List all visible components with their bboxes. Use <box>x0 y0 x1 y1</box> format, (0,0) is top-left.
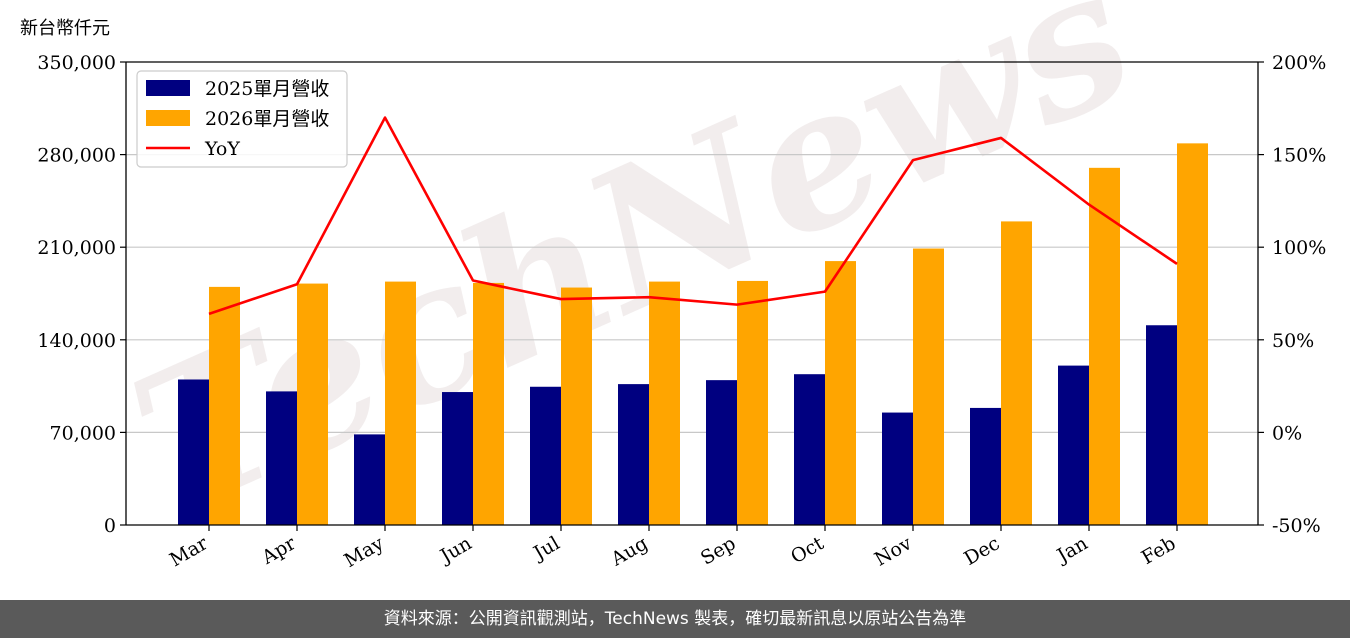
y-tick-label: 70,000 <box>50 422 116 444</box>
bar-2025-may <box>354 434 385 525</box>
bar-2026-may <box>385 281 416 525</box>
bar-2025-jun <box>442 392 473 525</box>
y2-tick-label: 50% <box>1272 330 1314 352</box>
bar-2025-apr <box>266 391 297 525</box>
bar-2025-feb <box>1146 325 1177 525</box>
axes: 0 70,000 140,000 210,000 280,000 350,000 -50% 0… <box>37 52 1326 572</box>
y-tick-label: 0 <box>104 515 116 537</box>
bar-2026-mar <box>209 286 240 525</box>
revenue-chart: TechNews 070,000140,000210,000280,000350… <box>37 0 1326 572</box>
y2-tick-label: 100% <box>1272 237 1326 259</box>
yoy-line-layer <box>208 116 1178 316</box>
bar-2026-aug <box>649 281 680 525</box>
y-tick-label: 140,000 <box>37 330 116 352</box>
legend-label: 2025單月營收 <box>205 78 329 100</box>
bar-2026-apr <box>297 283 328 525</box>
x-tick-label-apr: Apr <box>257 532 300 569</box>
bar-2025-mar <box>178 379 209 525</box>
bar-2026-jan <box>1089 167 1120 526</box>
legend: 2025單月營收 2026單月營收 YoY <box>136 70 348 168</box>
x-tick-label-aug: Aug <box>607 532 652 571</box>
bar-2026-feb <box>1177 143 1208 525</box>
y-axis-unit-label: 新台幣仟元 <box>20 18 110 39</box>
bar-2026-nov <box>913 248 944 525</box>
x-tick-label-sep: Sep <box>697 532 740 569</box>
bar-2025-nov <box>882 412 913 525</box>
source-footer: 資料來源：公開資訊觀測站，TechNews 製表，確切最新訊息以原站公告為準 <box>0 600 1350 638</box>
x-tick-label-oct: Oct <box>787 532 828 568</box>
legend-swatch <box>146 80 190 96</box>
bar-2026-dec <box>1001 221 1032 525</box>
bar-2026-sep <box>737 280 768 525</box>
x-tick-label-jul: Jul <box>528 532 563 565</box>
bar-2025-oct <box>794 374 825 525</box>
y2-tick-label: 200% <box>1272 52 1326 74</box>
x-tick-label-dec: Dec <box>960 532 1003 570</box>
bar-2025-jan <box>1058 365 1089 525</box>
x-tick-label-feb: Feb <box>1138 532 1180 569</box>
yoy-line <box>208 116 1178 316</box>
legend-swatch <box>146 110 190 126</box>
x-tick-label-nov: Nov <box>871 532 916 571</box>
x-tick-label-jan: Jan <box>1052 532 1092 568</box>
y2-tick-label: 150% <box>1272 145 1326 167</box>
x-tick-label-jun: Jun <box>435 532 476 568</box>
bar-2025-jul <box>530 386 561 525</box>
y2-tick-label: -50% <box>1272 515 1321 537</box>
x-tick-label-may: May <box>341 532 388 572</box>
legend-label: YoY <box>204 138 240 160</box>
bar-2025-sep <box>706 380 737 525</box>
y-tick-label: 280,000 <box>37 145 116 167</box>
bar-2025-aug <box>618 384 649 525</box>
legend-label: 2026單月營收 <box>205 108 329 130</box>
y-tick-label: 350,000 <box>37 52 116 74</box>
y-tick-label: 210,000 <box>37 237 116 259</box>
bars <box>178 143 1208 526</box>
bar-2026-oct <box>825 261 856 525</box>
bar-2025-dec <box>970 407 1001 525</box>
bar-2026-jun <box>473 282 504 525</box>
y2-tick-label: 0% <box>1272 422 1302 444</box>
bar-2026-jul <box>561 287 592 525</box>
